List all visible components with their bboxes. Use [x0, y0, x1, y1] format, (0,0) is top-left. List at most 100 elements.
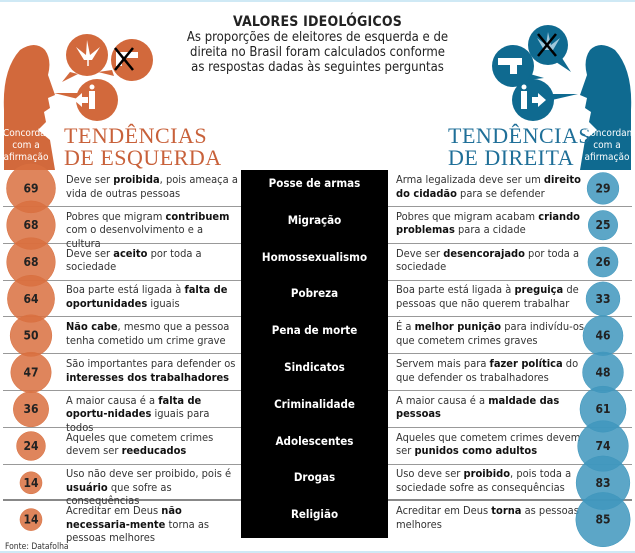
topic-label: Criminalidade — [241, 390, 388, 428]
right-bubble-value: 46 — [595, 329, 610, 343]
left-heading-line1: TENDÊNCIAS — [64, 123, 208, 148]
right-bubble — [575, 492, 631, 548]
statement-text: A maior causa é a — [396, 393, 489, 407]
right-bubble — [588, 210, 618, 241]
right-bubble-value: 29 — [595, 181, 610, 195]
statement-text: por toda a sociedade — [396, 246, 580, 274]
left-bubble-value: 14 — [23, 513, 39, 527]
row-divider — [3, 426, 241, 428]
statement-text: , pois toda a sociedade sofre as consequ… — [396, 467, 572, 494]
topic-row: Sindicatos São importantes para defender … — [0, 354, 635, 391]
right-statement: Acreditar em Deus torna as pessoas melho… — [396, 504, 586, 531]
row-divider — [3, 316, 241, 318]
topic-row: Drogas Uso não deve ser proibido, pois é … — [0, 464, 635, 507]
topic-row: Homossexualismo Deve ser aceito por toda … — [0, 243, 635, 281]
left-head-silhouette-icon — [3, 45, 56, 170]
row-divider — [388, 463, 632, 465]
right-bubble-value: 33 — [595, 292, 610, 306]
right-bubble-value: 74 — [595, 439, 611, 453]
statement-emphasis: falta de oportu-nidades — [66, 393, 202, 421]
right-bubble-value: 61 — [595, 402, 610, 416]
statement-emphasis: preguiça — [514, 283, 564, 297]
right-bubble-value: 85 — [595, 513, 610, 527]
statement-text: de pessoas que não querem trabalhar — [396, 283, 579, 310]
left-statement: A maior causa é a falta de oportu-nidade… — [66, 394, 238, 435]
topic-label: Religião — [241, 501, 388, 539]
statement-text: Pobres que migram — [66, 209, 166, 223]
topic-label: Adolescentes — [241, 427, 388, 465]
topic-label: Pobreza — [241, 280, 388, 318]
right-statement: Arma legalizada deve ser um direito do c… — [396, 173, 586, 200]
right-heading-line1: TENDÊNCIAS — [448, 123, 592, 148]
statement-text: iguais para todos — [66, 407, 210, 434]
left-bubble-value: 69 — [23, 181, 38, 195]
right-bubble-value: 48 — [595, 365, 610, 379]
topic-label: Drogas — [241, 464, 388, 502]
topic-label: Sindicatos — [241, 354, 388, 391]
row-divider — [388, 499, 632, 502]
crossed-cannabis-leaf-icon — [528, 25, 571, 72]
statement-text: com o desenvolvimento e a cultura — [66, 223, 204, 250]
topic-label: Pena de morte — [241, 317, 388, 355]
statement-text: torna as pessoas melhores — [66, 517, 210, 545]
right-statement: Aqueles que cometem crimes devem ser pun… — [396, 431, 586, 458]
left-bubble — [19, 508, 43, 531]
gun-icon — [492, 45, 544, 87]
crossed-gun-icon — [98, 39, 153, 81]
row-divider — [3, 390, 241, 391]
statement-text: Pobres que migram acabam — [396, 209, 539, 223]
left-bubble — [16, 431, 46, 461]
topic-row: Religião Acreditar em Deus não necessaria… — [0, 501, 635, 544]
row-divider — [3, 206, 241, 207]
row-divider — [3, 279, 241, 281]
statement-emphasis: torna — [491, 504, 522, 518]
statement-emphasis: contribuem — [165, 209, 230, 223]
statement-text: Servem mais para — [396, 357, 490, 370]
left-statement: São importantes para defender os interes… — [66, 357, 238, 384]
left-bubble-value: 14 — [23, 476, 39, 490]
statement-emphasis: Não cabe — [66, 320, 118, 334]
row-divider — [388, 353, 632, 355]
right-statement: É a melhor punição para indivídu-os que … — [396, 320, 586, 347]
row-divider — [388, 390, 632, 391]
statement-text: , mesmo que a pessoa tenha cometido um c… — [66, 320, 230, 347]
left-statement: Boa parte está ligada à falta de oportun… — [66, 283, 238, 310]
topic-row: Criminalidade A maior causa é a falta de … — [0, 390, 635, 434]
statement-emphasis: maldade das pessoas — [396, 393, 560, 421]
row-divider — [3, 499, 241, 502]
left-statement: Aqueles que cometem crimes devem ser ree… — [66, 431, 238, 458]
left-statement: Pobres que migram contribuem com o desen… — [66, 210, 238, 251]
left-bubble — [13, 391, 49, 428]
statement-emphasis: melhor punição — [414, 320, 502, 334]
topic-label: Posse de armas — [241, 170, 388, 207]
statement-text: Uso não deve ser proibido, pois é — [66, 467, 232, 481]
left-bubble-value: 36 — [23, 402, 38, 416]
statement-text: para indivídu-os que cometem crimes grav… — [396, 320, 585, 347]
source-note: Fonte: Datafolha — [5, 542, 69, 552]
left-agree-label: Concordam com a afirmação — [3, 128, 55, 163]
right-statement: Servem mais para fazer política do que d… — [396, 357, 586, 384]
right-bubble — [587, 246, 619, 278]
row-divider — [388, 242, 632, 244]
statement-text: Deve ser — [66, 173, 114, 186]
statement-text: Aqueles que cometem crimes devem ser — [66, 430, 214, 458]
topic-row: Adolescentes Aqueles que cometem crimes d… — [0, 427, 635, 465]
statement-text: Uso deve ser — [396, 467, 464, 481]
right-head-silhouette-icon — [580, 45, 632, 170]
right-bubble-value: 26 — [595, 255, 610, 269]
left-statement: Acreditar em Deus não necessaria-mente t… — [66, 504, 238, 545]
statement-text: do que defender os trabalhadores — [396, 357, 579, 384]
row-divider — [3, 463, 241, 465]
left-bubble-value: 47 — [23, 365, 38, 379]
row-divider — [3, 242, 241, 244]
row-divider — [388, 279, 632, 281]
topic-row: Posse de armas Deve ser proibida, pois am… — [0, 170, 635, 207]
right-bubble-value: 25 — [595, 218, 610, 232]
row-divider — [3, 353, 241, 355]
left-statement: Não cabe, mesmo que a pessoa tenha comet… — [66, 320, 238, 347]
statement-text: Aqueles que cometem crimes devem ser — [396, 430, 581, 458]
person-arrow-right-icon — [512, 79, 578, 121]
statement-text: Deve ser — [396, 246, 444, 260]
left-bubble-value: 68 — [23, 218, 38, 232]
